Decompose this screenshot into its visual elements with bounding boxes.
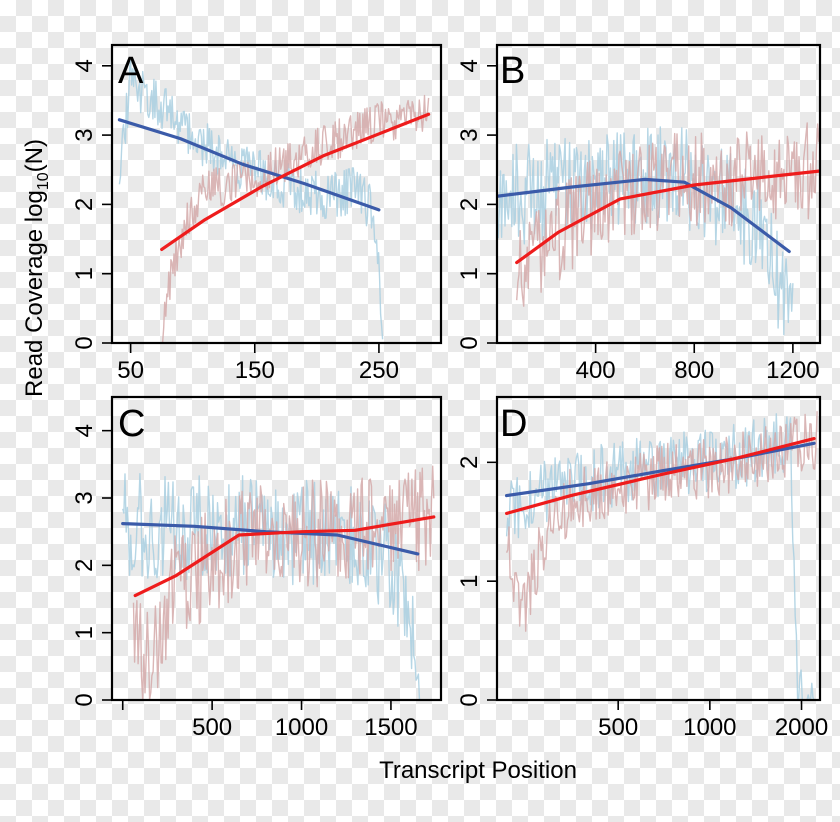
x-tick-label-a-250: 250 [359,357,399,384]
y-tick-label-c-3: 3 [71,491,98,504]
series-blue-raw-a [118,59,384,340]
series-blue-trend-a [117,118,381,212]
x-tick-label-b-400: 400 [576,357,616,384]
y-axis-title-subscript: 10 [35,172,52,190]
y-tick-label-a-0: 0 [71,336,98,349]
plot-area-c [121,465,436,700]
y-tick-label-a-2: 2 [71,198,98,211]
series-red-raw-d [505,411,818,632]
y-tick-label-a-1: 1 [71,267,98,280]
panel-d: 0 1 2 500 1000 2000 D [456,395,828,741]
series-red-raw-b [516,122,820,307]
y-tick-label-b-4: 4 [456,59,483,72]
x-tick-label-d-500: 500 [598,714,638,741]
series-red-raw-c [132,465,435,700]
y-tick-label-d-1: 1 [456,574,483,587]
y-tick-label-c-0: 0 [71,693,98,706]
x-tick-label-c-500: 500 [192,714,232,741]
panel-label-d: D [500,403,527,445]
panel-label-c: C [118,403,145,445]
x-tick-label-a-150: 150 [235,357,275,384]
panel-frame-a [110,43,443,345]
panel-label-a: A [118,50,144,92]
x-tick-label-c-1500: 1500 [364,714,417,741]
series-blue-raw-c [122,473,421,700]
plot-area-a [117,59,431,343]
y-tick-label-b-1: 1 [456,267,483,280]
y-tick-label-c-1: 1 [71,626,98,639]
y-tick-label-c-4: 4 [71,424,98,437]
panel-a: 0 1 2 3 4 50 150 250 A [71,43,443,384]
y-tick-label-b-2: 2 [456,198,483,211]
plot-area-d [505,411,818,700]
panel-frame-c [110,395,443,702]
panel-frame-d [495,395,822,702]
series-red-trend-c [133,515,436,598]
series-red-trend-d [505,437,816,516]
series-blue-trend-b [497,177,791,254]
series-blue-raw-b [497,126,794,336]
y-tick-label-b-3: 3 [456,128,483,141]
series-red-trend-a [160,112,431,251]
y-tick-label-b-0: 0 [456,336,483,349]
x-tick-label-c-1000: 1000 [275,714,328,741]
y-tick-label-d-2: 2 [456,456,483,469]
series-red-trend-b [515,169,820,265]
x-tick-label-d-1000: 1000 [683,714,736,741]
panel-b: 0 1 2 3 4 400 800 1200 B [456,43,822,384]
panel-frame-b [495,43,822,345]
panel-c: 0 1 2 3 4 500 1000 1500 C [71,395,443,741]
x-tick-label-d-2000: 2000 [775,714,828,741]
y-tick-label-c-2: 2 [71,559,98,572]
x-tick-label-b-1200: 1200 [766,357,819,384]
y-tick-label-a-4: 4 [71,59,98,72]
plot-area-b [497,122,820,336]
series-red-raw-a [161,94,430,343]
series-blue-trend-c [121,521,420,556]
series-blue-raw-d [505,413,815,700]
x-tick-label-a-50: 50 [117,357,144,384]
panel-label-b: B [500,50,525,92]
y-tick-label-d-0: 0 [456,693,483,706]
y-axis-title-suffix: (N) [21,139,48,172]
x-tick-label-b-800: 800 [674,357,714,384]
y-axis-title: Read Coverage log10(N) [21,139,52,397]
y-axis-title-main: Read Coverage log [21,190,48,397]
y-tick-label-a-3: 3 [71,128,98,141]
x-axis-title: Transcript Position [379,757,577,784]
